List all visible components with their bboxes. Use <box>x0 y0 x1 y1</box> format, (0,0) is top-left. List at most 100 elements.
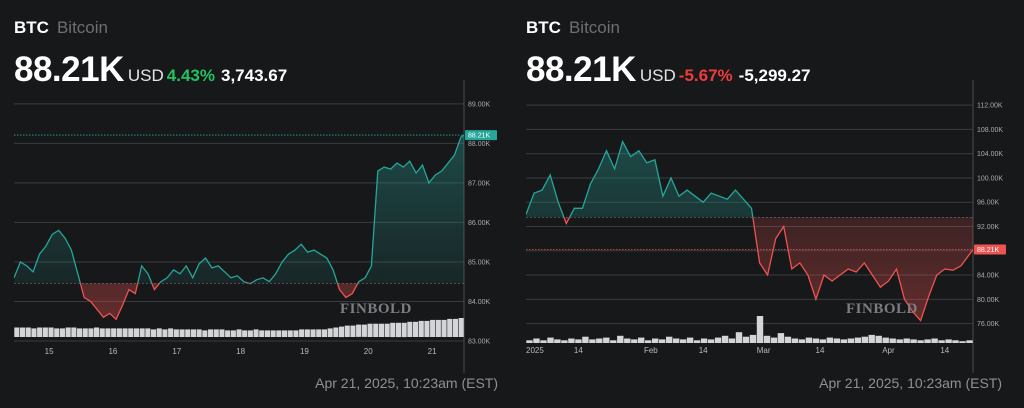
volume-bar <box>452 318 458 337</box>
volume-bar <box>707 339 715 343</box>
y-tick-label: 87.00K <box>468 180 491 187</box>
volume-bar <box>610 340 617 343</box>
y-tick-label: 100.00K <box>977 175 1003 182</box>
y-tick-label: 96.00K <box>977 200 1000 207</box>
volume-bar <box>896 339 903 343</box>
volume-bar <box>945 339 952 343</box>
volume-bar <box>321 329 327 337</box>
volume-bar <box>259 330 265 337</box>
volume-bar <box>798 339 806 343</box>
x-tick-label: 20 <box>364 347 373 356</box>
y-tick-label: 76.00K <box>977 321 1000 328</box>
volume-bar <box>418 320 424 337</box>
volume-bar <box>777 333 785 343</box>
volume-bar <box>219 329 225 337</box>
volume-bar <box>533 338 540 343</box>
volume-bar <box>14 327 20 337</box>
volume-bar <box>847 338 854 343</box>
volume-bar <box>959 341 966 343</box>
timestamp: Apr 21, 2025, 10:23am (EST) <box>315 375 498 391</box>
volume-bar <box>310 329 316 337</box>
x-tick-label: 14 <box>574 346 583 355</box>
y-tick-label: 92.00K <box>977 224 1000 231</box>
current-price-tag-label: 88.21K <box>977 247 1000 254</box>
volume-bar <box>617 335 624 343</box>
volume-bar <box>276 330 282 337</box>
volume-bar <box>791 338 799 343</box>
volume-bar <box>735 332 743 343</box>
price-line-above <box>526 139 754 218</box>
volume-bar <box>624 338 631 343</box>
x-tick-label: Mar <box>757 346 771 355</box>
x-tick-label: 14 <box>940 346 949 355</box>
asset-name: Bitcoin <box>56 18 108 37</box>
y-tick-label: 88.00K <box>468 141 491 148</box>
watermark: FINBOLD <box>846 301 918 317</box>
volume-bar <box>270 330 276 337</box>
volume-bar <box>861 336 868 343</box>
volume-bar <box>42 327 48 337</box>
volume-bar <box>763 335 771 343</box>
x-tick-label: 14 <box>699 346 708 355</box>
volume-bar <box>693 340 701 343</box>
price-chart-7d: 89.00K 88.00K 87.00K 86.00K 85.00K 84.00K 83.0… <box>14 80 497 373</box>
volume-bar <box>819 339 826 343</box>
volume-bar <box>299 329 305 337</box>
volume-bar <box>441 319 447 337</box>
volume-bar <box>540 340 547 343</box>
change-absolute: 3,743.67 <box>220 66 288 85</box>
volume-bar <box>547 337 554 343</box>
price-line-above <box>14 134 464 284</box>
volume-bar <box>139 328 145 337</box>
volume-bar <box>756 316 764 343</box>
volume-bar <box>293 330 299 337</box>
volume-bar <box>111 328 117 337</box>
volume-bar <box>582 336 589 343</box>
volume-bar <box>225 330 231 337</box>
volume-bar <box>931 338 938 343</box>
volume-bar <box>208 329 214 337</box>
y-tick-label: 84.00K <box>977 273 1000 280</box>
current-price-tag-label: 88.21K <box>468 133 491 140</box>
volume-bar <box>924 339 931 343</box>
volume-bar <box>236 329 242 337</box>
volume-bar <box>59 328 65 337</box>
volume-bar <box>910 339 917 343</box>
volume-bar <box>833 338 840 343</box>
volume-bar <box>938 340 945 343</box>
volume-bar <box>327 328 333 337</box>
ticker-header: BTC Bitcoin <box>526 18 620 38</box>
currency-label: USD <box>127 66 164 85</box>
volume-bar <box>230 330 236 337</box>
price-row: 88.21K USD -5.67% -5,299.27 <box>526 50 811 90</box>
x-tick-label: 21 <box>428 347 437 356</box>
volume-bar <box>82 328 88 337</box>
volume-bar <box>554 339 561 343</box>
x-tick-label: Feb <box>644 346 658 355</box>
volume-bar <box>37 327 43 337</box>
volume-bar <box>339 326 345 338</box>
volume-bar <box>71 327 77 337</box>
volume-bar <box>162 329 168 337</box>
y-tick-label: 85.00K <box>468 259 491 266</box>
x-tick-label: 14 <box>816 346 825 355</box>
volume-bar <box>784 336 792 343</box>
volume-bar <box>77 328 83 337</box>
volume-bar <box>116 328 122 337</box>
volume-bar <box>805 337 813 343</box>
volume-bar <box>253 329 259 337</box>
volume-bar <box>458 318 464 337</box>
volume-bar <box>25 327 31 337</box>
volume-bar <box>304 329 310 337</box>
volume-bar <box>361 324 367 337</box>
volume-bar <box>156 328 162 337</box>
volume-bar <box>714 337 722 343</box>
volume-bar <box>401 322 407 338</box>
volume-bar <box>645 340 652 343</box>
price-chart-ytd: 112.00K 108.00K 104.00K 100.00K 96.00K 92.00K… <box>526 80 1006 373</box>
timestamp: Apr 21, 2025, 10:23am (EST) <box>819 375 1002 391</box>
volume-bar <box>356 324 362 337</box>
volume-bar <box>264 330 270 337</box>
volume-bar <box>875 335 882 343</box>
volume-bar <box>561 340 568 343</box>
